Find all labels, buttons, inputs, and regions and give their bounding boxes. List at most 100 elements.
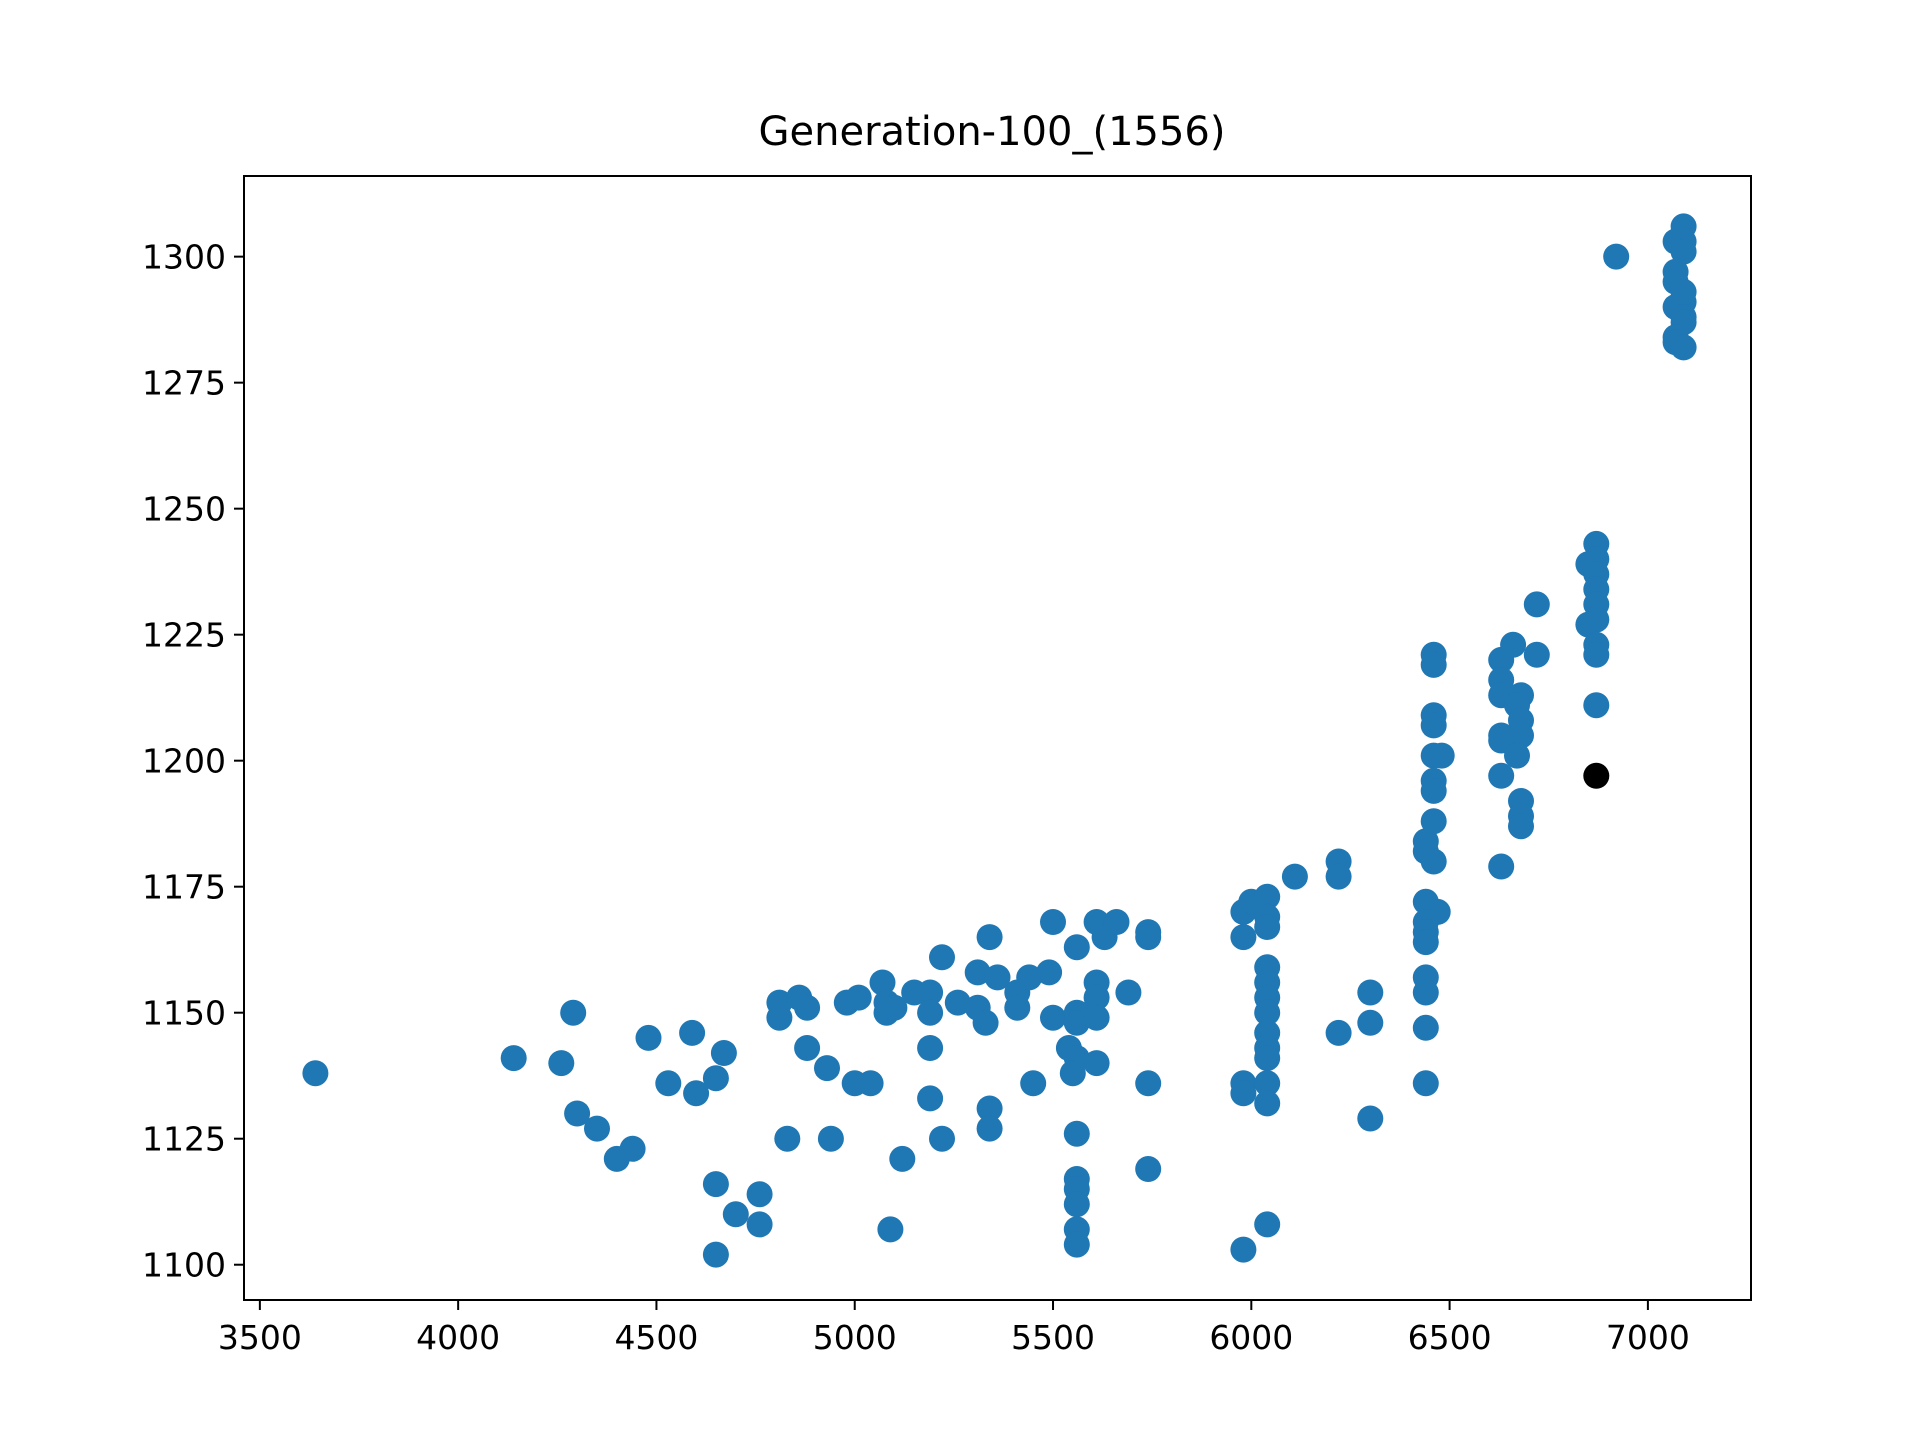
data-point bbox=[1083, 1050, 1110, 1077]
y-tick-label: 1100 bbox=[142, 1246, 226, 1285]
data-points bbox=[302, 213, 1697, 1268]
data-point bbox=[1420, 712, 1447, 739]
data-point bbox=[1016, 964, 1043, 991]
x-tick-label: 7000 bbox=[1606, 1318, 1690, 1357]
data-point bbox=[1357, 1009, 1384, 1036]
data-point bbox=[1230, 1236, 1257, 1263]
data-point bbox=[1583, 641, 1610, 668]
data-point bbox=[1004, 994, 1031, 1021]
data-point bbox=[976, 1115, 1003, 1142]
data-point bbox=[1115, 979, 1142, 1006]
data-point bbox=[655, 1070, 682, 1097]
y-tick-label: 1175 bbox=[142, 868, 226, 907]
x-tick-label: 6500 bbox=[1408, 1318, 1492, 1357]
data-point bbox=[877, 1216, 904, 1243]
data-point bbox=[976, 1095, 1003, 1122]
data-point bbox=[1063, 1231, 1090, 1258]
data-point bbox=[944, 989, 971, 1016]
data-point bbox=[746, 1181, 773, 1208]
data-point bbox=[774, 1125, 801, 1152]
data-point bbox=[1420, 651, 1447, 678]
data-point bbox=[881, 994, 908, 1021]
data-point bbox=[1281, 863, 1308, 890]
data-point bbox=[1357, 979, 1384, 1006]
data-point bbox=[1063, 1191, 1090, 1218]
axis-ticks: 3500 4000 4500 5000 5500 6000 6500 7000 1100 1125… bbox=[142, 238, 1690, 1357]
data-point bbox=[619, 1135, 646, 1162]
data-point bbox=[794, 1035, 821, 1061]
data-point bbox=[1254, 1211, 1281, 1238]
data-point bbox=[929, 944, 955, 971]
data-point bbox=[1420, 777, 1447, 804]
data-point bbox=[1412, 1014, 1439, 1041]
data-point bbox=[1428, 742, 1455, 769]
data-point bbox=[1020, 1070, 1047, 1097]
x-tick-label: 6000 bbox=[1209, 1318, 1293, 1357]
data-point bbox=[702, 1241, 729, 1268]
data-point bbox=[302, 1060, 329, 1087]
data-point bbox=[1230, 1080, 1257, 1107]
data-point bbox=[1036, 959, 1063, 986]
data-point bbox=[1103, 909, 1130, 935]
data-point bbox=[794, 994, 821, 1021]
y-tick-label: 1250 bbox=[142, 490, 226, 529]
data-point bbox=[1254, 914, 1281, 940]
data-point bbox=[1603, 243, 1630, 270]
data-point bbox=[1230, 924, 1257, 951]
data-point bbox=[710, 1040, 737, 1066]
data-point bbox=[746, 1211, 773, 1238]
data-point bbox=[1063, 934, 1090, 961]
data-point bbox=[1325, 863, 1352, 890]
data-point bbox=[1135, 1156, 1162, 1182]
data-point bbox=[1063, 1120, 1090, 1147]
data-point bbox=[889, 1145, 916, 1172]
data-point bbox=[500, 1045, 527, 1072]
data-point bbox=[1670, 238, 1697, 265]
data-point bbox=[1254, 999, 1281, 1026]
x-tick-label: 3500 bbox=[218, 1318, 302, 1357]
data-point bbox=[929, 1125, 955, 1152]
y-tick-label: 1225 bbox=[142, 616, 226, 655]
data-point bbox=[1504, 742, 1530, 769]
data-point bbox=[1412, 1070, 1439, 1097]
data-point bbox=[845, 984, 872, 1011]
data-point bbox=[1412, 979, 1439, 1006]
data-point bbox=[635, 1024, 662, 1051]
data-point bbox=[1420, 848, 1447, 875]
y-tick-label: 1300 bbox=[142, 238, 226, 277]
y-tick-label: 1150 bbox=[142, 994, 226, 1033]
data-point bbox=[1083, 984, 1110, 1011]
data-point bbox=[1059, 1060, 1086, 1087]
data-point bbox=[1523, 591, 1550, 618]
data-point bbox=[917, 999, 944, 1026]
data-point bbox=[1500, 631, 1527, 658]
data-point bbox=[548, 1050, 575, 1077]
data-point bbox=[584, 1115, 610, 1142]
data-point bbox=[814, 1055, 840, 1082]
data-point bbox=[1083, 1004, 1110, 1031]
x-tick-label: 4000 bbox=[416, 1318, 500, 1357]
plot-frame bbox=[243, 175, 1752, 1301]
data-point bbox=[1583, 692, 1610, 719]
data-point bbox=[683, 1080, 710, 1107]
y-tick-label: 1200 bbox=[142, 742, 226, 781]
data-point bbox=[917, 1035, 944, 1061]
data-point bbox=[1420, 808, 1447, 835]
data-point bbox=[1488, 762, 1515, 789]
data-point bbox=[1357, 1105, 1384, 1132]
data-point bbox=[1254, 1070, 1281, 1097]
x-tick-label: 4500 bbox=[614, 1318, 698, 1357]
data-point bbox=[1040, 909, 1066, 935]
x-tick-label: 5500 bbox=[1011, 1318, 1095, 1357]
data-point bbox=[1135, 924, 1162, 951]
data-point bbox=[917, 979, 944, 1006]
data-point bbox=[564, 1100, 591, 1127]
x-tick-label: 5000 bbox=[813, 1318, 897, 1357]
data-point bbox=[1670, 334, 1697, 361]
data-point bbox=[1040, 1004, 1066, 1031]
data-point bbox=[560, 999, 587, 1026]
data-point bbox=[984, 964, 1011, 991]
data-point bbox=[1575, 611, 1602, 638]
data-point bbox=[1254, 1045, 1281, 1072]
